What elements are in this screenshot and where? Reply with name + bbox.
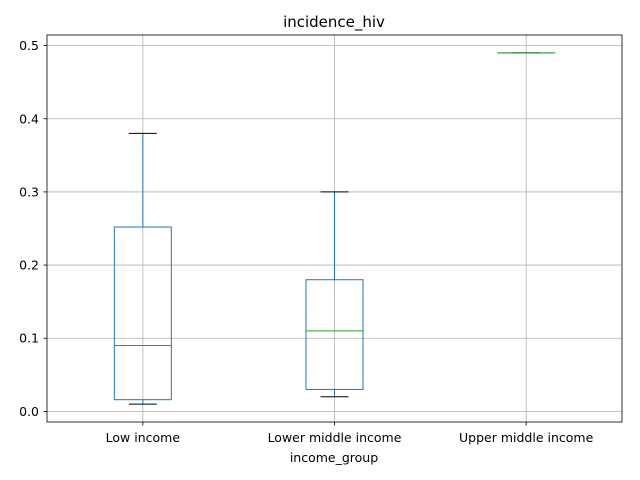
y-tick-label: 0.3 [19,184,39,199]
y-tick-label: 0.4 [19,111,39,126]
y-ticks: 0.0 0.1 0.2 0.3 0.4 0.5 [19,38,47,419]
y-tick-label: 0.0 [19,404,39,419]
x-tick-label: Low income [106,430,181,445]
x-tick-label: Lower middle income [268,430,402,445]
y-tick-label: 0.5 [19,38,39,53]
x-tick-label: Upper middle income [459,430,594,445]
chart-title: incidence_hiv [283,13,385,32]
iqr-box [305,279,364,390]
y-tick-label: 0.1 [19,331,39,346]
boxes-layer [113,52,556,405]
box-lower-middle-income [305,191,364,398]
box-low-income [113,132,172,405]
y-tick-label: 0.2 [19,258,39,273]
iqr-box [113,226,172,401]
x-ticks: Low income Lower middle income Upper middl… [106,422,594,445]
x-axis-label: income_group [290,450,378,465]
